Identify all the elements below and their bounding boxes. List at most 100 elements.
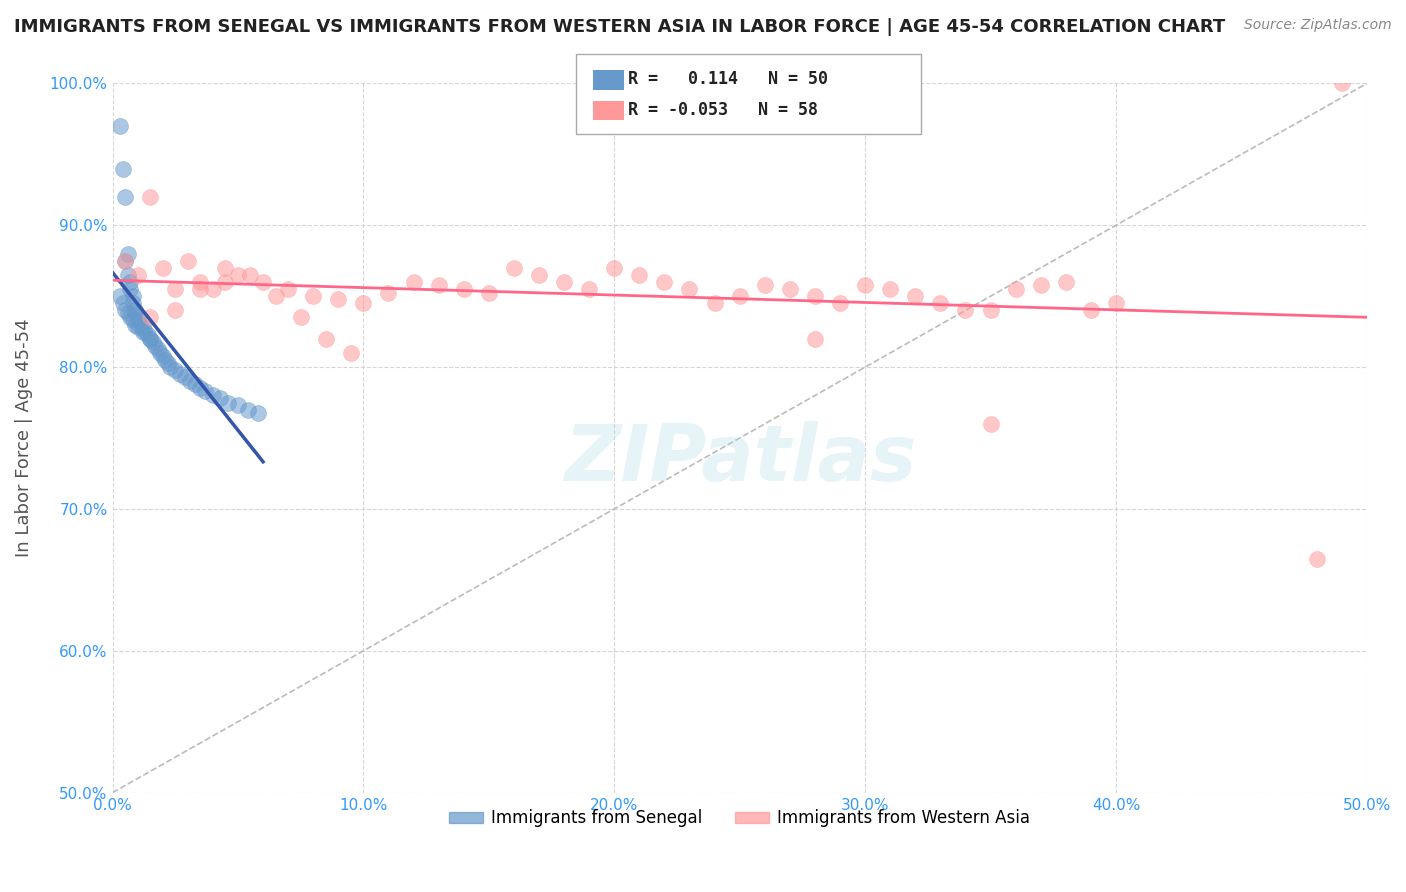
Point: [1004, 282, 1026, 296]
Point: [165, 282, 187, 296]
Point: [179, 374, 201, 388]
Point: [139, 332, 162, 346]
Point: [127, 310, 149, 325]
Point: [1080, 303, 1102, 318]
Point: [165, 363, 187, 377]
Point: [503, 260, 526, 275]
Point: [453, 282, 475, 296]
Point: [108, 119, 131, 133]
Point: [603, 260, 626, 275]
Point: [121, 289, 143, 303]
Point: [114, 303, 136, 318]
Point: [134, 325, 156, 339]
Point: [904, 289, 927, 303]
Point: [1330, 77, 1353, 91]
Point: [340, 346, 363, 360]
Point: [754, 277, 776, 292]
Point: [184, 377, 207, 392]
Point: [980, 303, 1002, 318]
Text: R =   0.114   N = 50: R = 0.114 N = 50: [628, 70, 828, 88]
Point: [174, 370, 197, 384]
Point: [315, 332, 337, 346]
Point: [188, 282, 211, 296]
Point: [678, 282, 700, 296]
Point: [124, 318, 146, 332]
Point: [142, 334, 165, 349]
Point: [553, 275, 575, 289]
Text: Source: ZipAtlas.com: Source: ZipAtlas.com: [1244, 18, 1392, 32]
Point: [127, 320, 149, 334]
Point: [114, 253, 136, 268]
Point: [654, 275, 676, 289]
Point: [226, 399, 249, 413]
Point: [236, 402, 259, 417]
Point: [124, 306, 146, 320]
Point: [143, 339, 166, 353]
Point: [124, 303, 146, 318]
Point: [728, 289, 751, 303]
Point: [201, 388, 224, 402]
Point: [402, 275, 425, 289]
Point: [929, 296, 952, 310]
Point: [302, 289, 325, 303]
Point: [214, 275, 236, 289]
Point: [117, 268, 139, 282]
Point: [352, 296, 374, 310]
Point: [214, 260, 236, 275]
Point: [120, 275, 142, 289]
Point: [149, 346, 172, 360]
Point: [194, 384, 217, 399]
Point: [139, 190, 162, 204]
Point: [127, 268, 149, 282]
Text: IMMIGRANTS FROM SENEGAL VS IMMIGRANTS FROM WESTERN ASIA IN LABOR FORCE | AGE 45-: IMMIGRANTS FROM SENEGAL VS IMMIGRANTS FR…: [14, 18, 1225, 36]
Legend: Immigrants from Senegal, Immigrants from Western Asia: Immigrants from Senegal, Immigrants from…: [443, 803, 1036, 834]
Point: [478, 286, 501, 301]
Point: [169, 368, 191, 382]
Point: [136, 327, 159, 342]
Point: [328, 292, 350, 306]
Point: [156, 356, 179, 370]
Point: [152, 349, 174, 363]
Point: [264, 289, 287, 303]
Point: [804, 289, 827, 303]
Point: [129, 318, 152, 332]
Point: [121, 296, 143, 310]
Point: [209, 392, 232, 406]
Point: [853, 277, 876, 292]
Point: [188, 381, 211, 395]
Point: [120, 310, 142, 325]
Point: [152, 260, 174, 275]
Point: [427, 277, 450, 292]
Point: [290, 310, 312, 325]
Point: [980, 417, 1002, 431]
Point: [177, 253, 200, 268]
Point: [131, 325, 153, 339]
Point: [108, 289, 131, 303]
Point: [120, 282, 142, 296]
Point: [117, 306, 139, 320]
Point: [111, 296, 134, 310]
Point: [188, 275, 211, 289]
Point: [111, 161, 134, 176]
Point: [226, 268, 249, 282]
Point: [131, 320, 153, 334]
Point: [217, 395, 239, 409]
Point: [828, 296, 851, 310]
Point: [146, 342, 169, 356]
Point: [121, 313, 143, 327]
Point: [1305, 551, 1327, 566]
Point: [114, 253, 136, 268]
Point: [252, 275, 274, 289]
Point: [703, 296, 725, 310]
Point: [527, 268, 550, 282]
Point: [155, 353, 177, 368]
Point: [114, 190, 136, 204]
Point: [277, 282, 299, 296]
Point: [159, 360, 181, 375]
Point: [628, 268, 651, 282]
Point: [879, 282, 901, 296]
Point: [139, 310, 162, 325]
Point: [1054, 275, 1077, 289]
Point: [201, 282, 224, 296]
Text: ZIPatlas: ZIPatlas: [564, 421, 915, 498]
